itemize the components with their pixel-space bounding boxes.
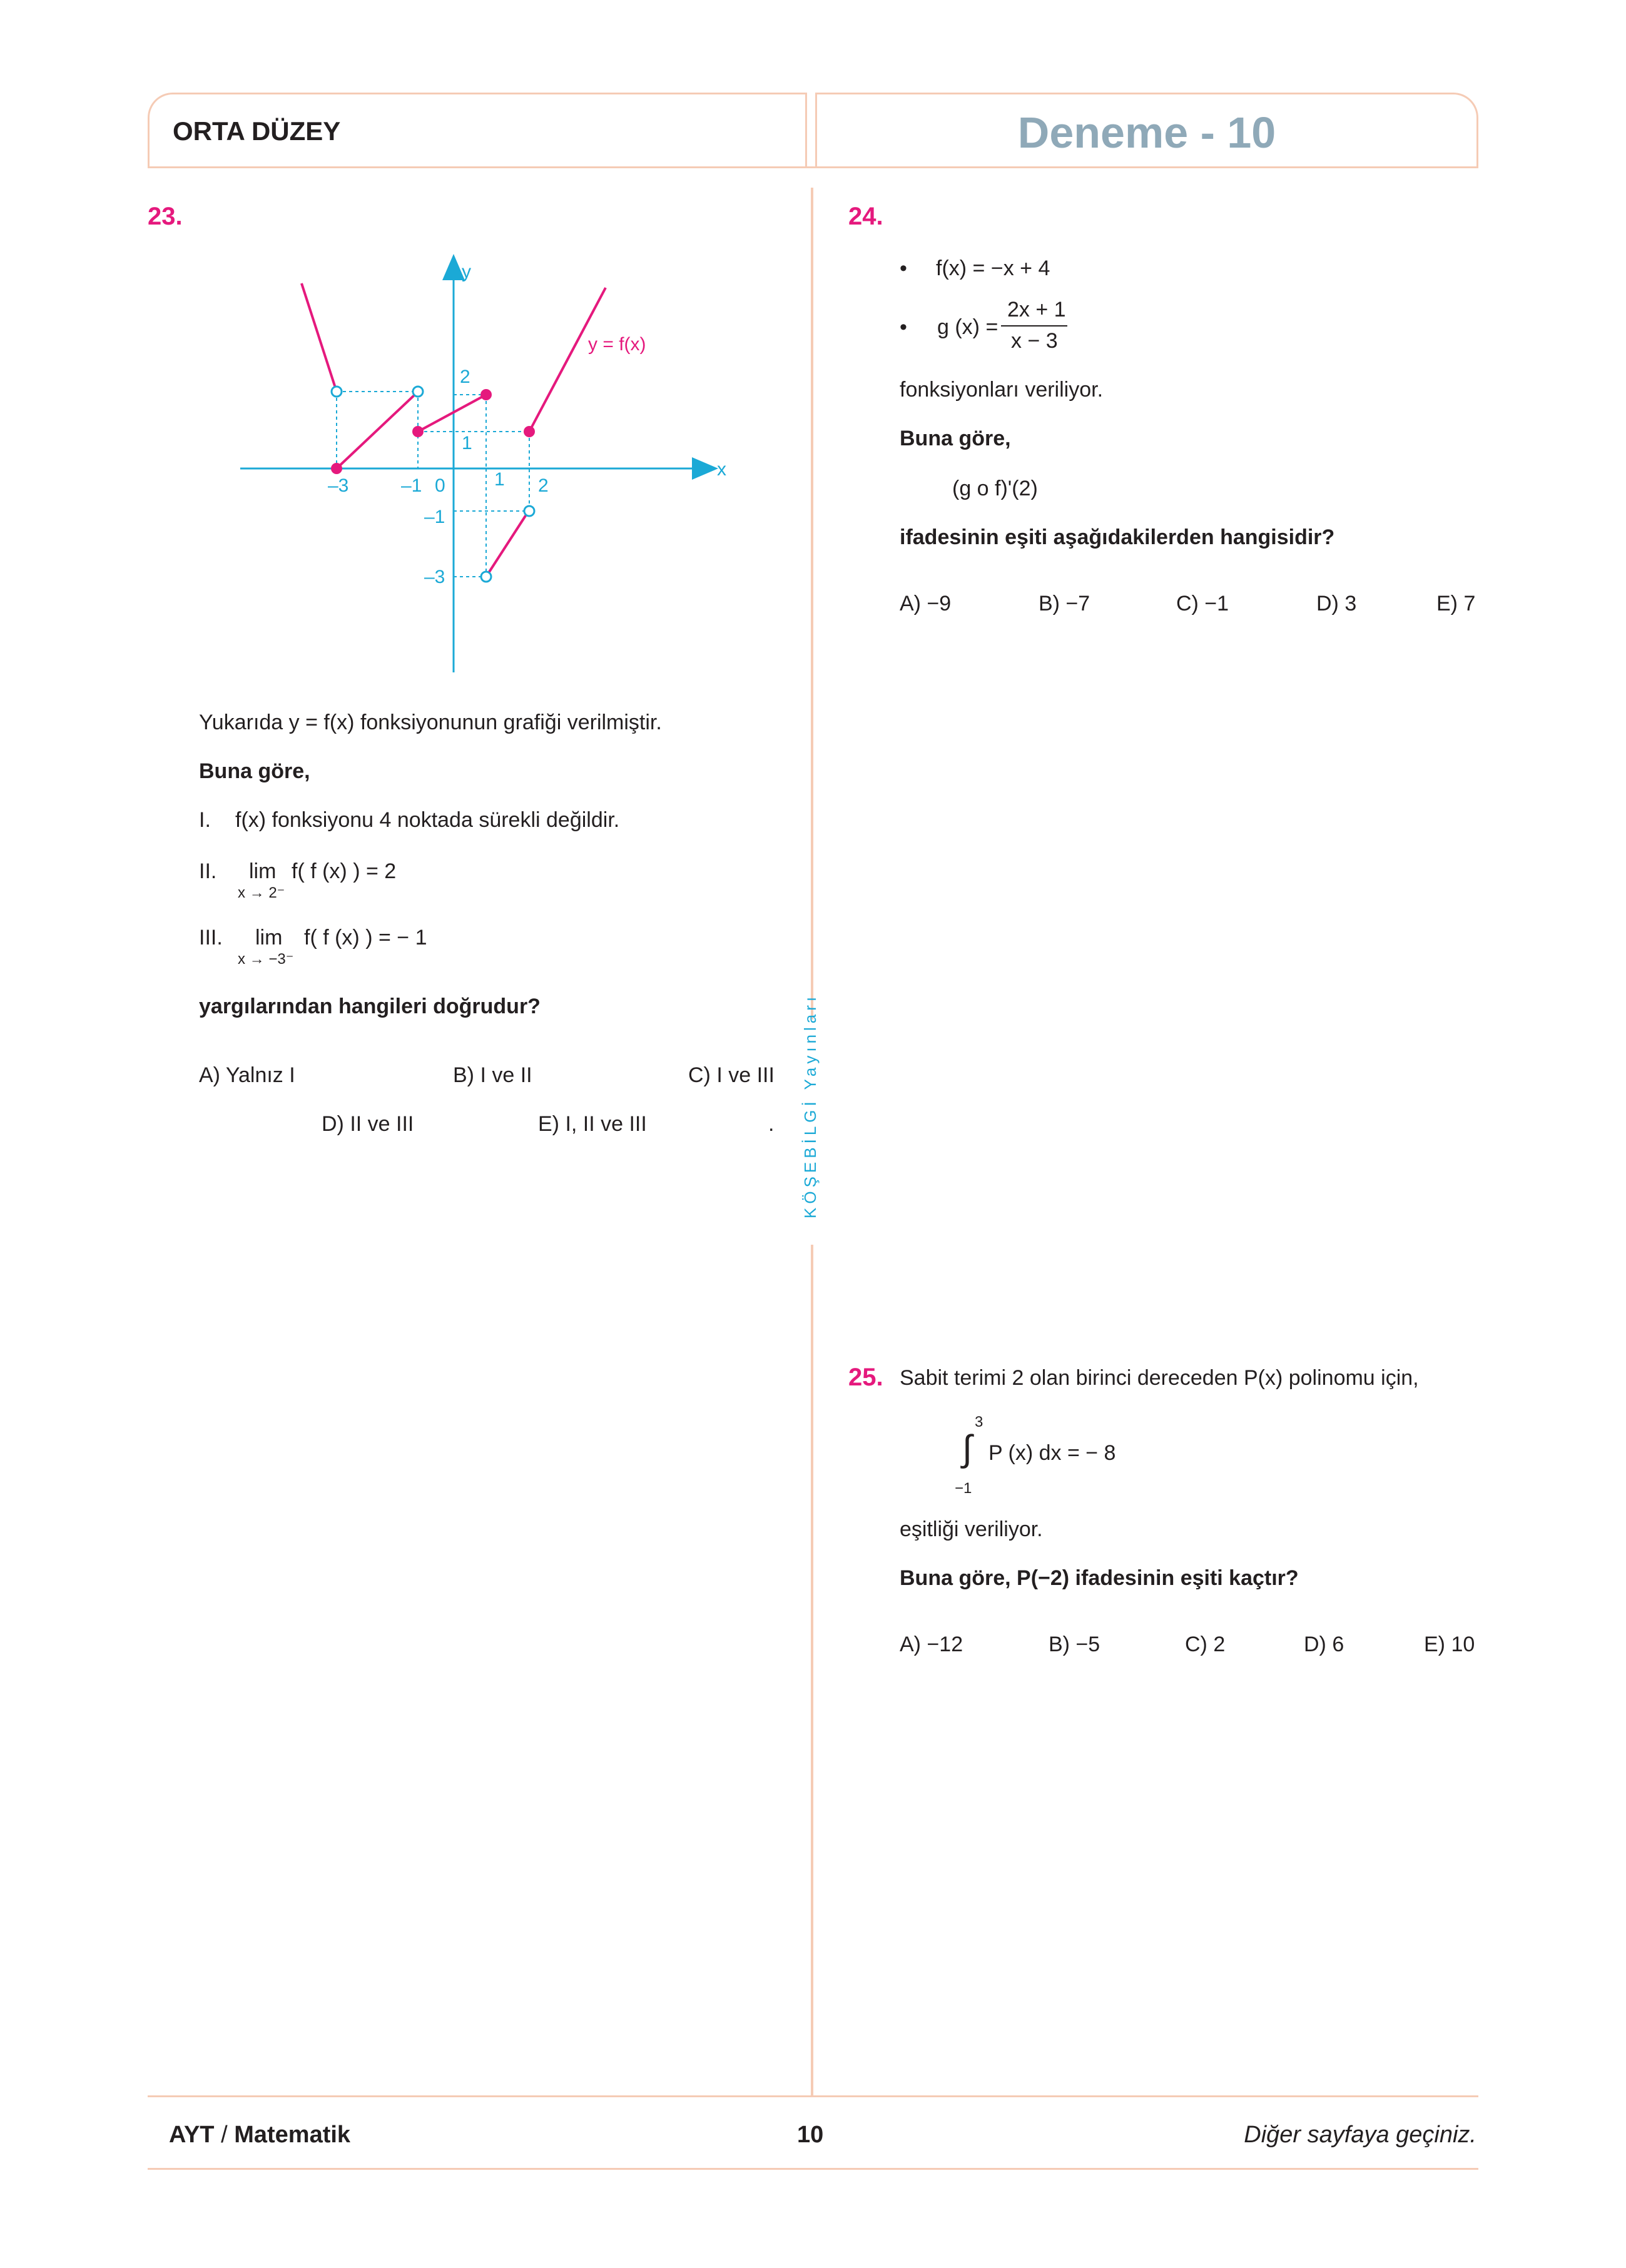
q23-s3-lim: lim: [255, 926, 283, 949]
curve-piece-5: [485, 514, 527, 578]
open-point: [330, 385, 343, 398]
tick-x-neg1: –1: [401, 475, 422, 496]
header-right-box: [815, 93, 1478, 166]
q23-number: 23.: [148, 203, 183, 230]
q24-g-num: 2x + 1: [1007, 298, 1066, 321]
q24-question: ifadesinin eşiti aşağıdakilerden hangisi…: [900, 525, 1335, 549]
q23-option-d[interactable]: D) II ve III: [322, 1112, 414, 1136]
filled-points: [331, 389, 535, 474]
q24-bullet-2: •: [900, 315, 907, 339]
q23-option-b[interactable]: B) I ve II: [453, 1063, 532, 1087]
header-title: Deneme - 10: [1017, 108, 1276, 157]
q23-s1-text: f(x) fonksiyonu 4 noktada sürekli değild…: [235, 808, 620, 832]
q24-bullet-1: •: [900, 256, 907, 280]
q23-s2-expr: f( f (x) ) = 2: [292, 859, 397, 883]
q23-option-c[interactable]: C) I ve III: [688, 1063, 775, 1087]
q25-option-e[interactable]: E) 10: [1424, 1633, 1475, 1656]
tick-x-0: 0: [435, 475, 445, 496]
open-points: [330, 385, 536, 583]
q23-option-e[interactable]: E) I, II ve III: [538, 1112, 647, 1136]
open-point: [412, 385, 424, 398]
footer-top-line: [148, 2095, 1478, 2097]
q23-option-dot: .: [768, 1112, 775, 1136]
q24-g-lhs: g (x) =: [937, 315, 998, 339]
curve-f: [300, 283, 607, 578]
q23-s2-num: II.: [199, 859, 217, 883]
tick-y-2: 2: [460, 367, 470, 387]
q24-option-e[interactable]: E) 7: [1436, 592, 1476, 615]
curve-label: y = f(x): [588, 334, 646, 355]
q25-intro: Sabit terimi 2 olan birinci dereceden P(…: [900, 1366, 1419, 1390]
q23-s2-lim: lim: [249, 859, 277, 883]
footer-bottom-line: [148, 2168, 1478, 2170]
header-level: ORTA DÜZEY: [173, 116, 341, 146]
y-axis-label: y: [462, 261, 471, 282]
open-point: [480, 570, 492, 583]
tick-x-2: 2: [538, 475, 549, 496]
side-brand: KÖŞEBİLGİ Yayınları: [801, 993, 820, 1226]
filled-point: [524, 426, 535, 437]
q24-f-def: f(x) = −x + 4: [936, 256, 1050, 280]
q23-option-a[interactable]: A) Yalnız I: [199, 1063, 295, 1087]
q25-option-a[interactable]: A) −12: [900, 1633, 963, 1656]
q23-s2-sub: x → 2⁻: [238, 884, 285, 901]
x-axis-label: x: [717, 459, 726, 480]
curve-piece-3: [417, 393, 487, 433]
footer-subject-b: Matematik: [234, 2122, 351, 2148]
column-divider-top: [811, 188, 813, 1020]
tick-y-1: 1: [462, 433, 472, 453]
filled-point: [412, 426, 424, 437]
q24-g-den: x − 3: [1011, 329, 1058, 353]
q23-s3-expr: f( f (x) ) = − 1: [304, 926, 427, 949]
header-divider: [148, 166, 1478, 168]
q24-number: 24.: [848, 203, 883, 230]
q24-option-c[interactable]: C) −1: [1176, 592, 1229, 615]
footer-subject-sep: /: [214, 2122, 235, 2148]
footer-subject: AYT / Matematik: [169, 2122, 350, 2149]
q25-option-b[interactable]: B) −5: [1049, 1633, 1100, 1656]
q25-int-upper: 3: [975, 1414, 983, 1430]
q23-intro: Yukarıda y = f(x) fonksiyonunun grafiği …: [199, 711, 662, 734]
q23-graph: y x –3 –1 0 1 2 2 1 –1 –3 y = f(x): [240, 254, 726, 672]
q23-lead: Buna göre,: [199, 759, 310, 783]
footer-subject-a: AYT: [169, 2122, 215, 2148]
tick-x-1: 1: [494, 469, 505, 490]
column-divider-bottom: [811, 1245, 813, 2095]
q23-question: yargılarından hangileri doğrudur?: [199, 995, 541, 1018]
q25-int-sign: ∫: [962, 1428, 972, 1469]
filled-point: [331, 463, 342, 474]
q24-option-b[interactable]: B) −7: [1039, 592, 1090, 615]
q25-option-c[interactable]: C) 2: [1185, 1633, 1226, 1656]
q25-int-expr: P (x) dx = − 8: [988, 1441, 1116, 1465]
q24-lead: Buna göre,: [900, 427, 1011, 450]
q23-s3-num: III.: [199, 926, 223, 949]
q24-given: fonksiyonları veriliyor.: [900, 378, 1104, 402]
footer-page-number: 10: [797, 2122, 824, 2148]
footer-next-page: Diğer sayfaya geçiniz.: [1244, 2122, 1476, 2148]
q25-question: Buna göre, P(−2) ifadesinin eşiti kaçtır…: [900, 1566, 1299, 1590]
tick-y-neg3: –3: [424, 567, 445, 587]
tick-y-neg1: –1: [424, 507, 445, 527]
q25-int-lower: −1: [955, 1480, 972, 1497]
open-point: [523, 505, 536, 517]
curve-piece-4: [528, 287, 607, 432]
filled-point: [480, 389, 492, 400]
q24-expr: (g o f)'(2): [952, 477, 1038, 500]
q25-number: 25.: [848, 1364, 883, 1391]
q23-s1-num: I.: [199, 808, 211, 832]
q23-s3-sub: x → −3⁻: [238, 951, 294, 968]
tick-x-neg3: –3: [328, 475, 348, 496]
q25-given: eşitliği veriliyor.: [900, 1517, 1043, 1541]
q24-g-fraction-bar: [1001, 325, 1067, 327]
q24-option-d[interactable]: D) 3: [1316, 592, 1357, 615]
curve-piece-1: [300, 283, 338, 392]
q24-option-a[interactable]: A) −9: [900, 592, 952, 615]
curve-piece-2: [335, 394, 415, 470]
header-left-box: [148, 93, 807, 166]
q25-option-d[interactable]: D) 6: [1304, 1633, 1344, 1656]
